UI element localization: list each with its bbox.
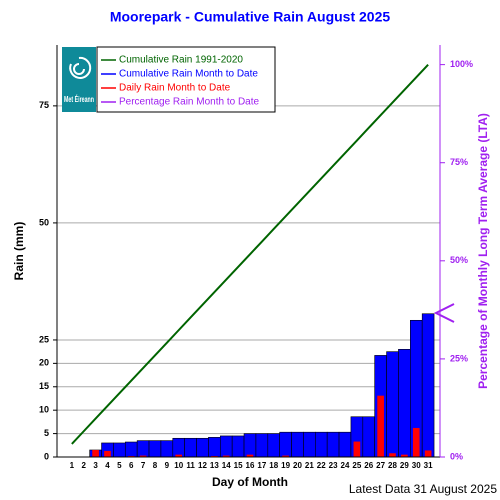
x-tick-label: 14 [222,461,231,470]
x-tick-label: 27 [376,461,385,470]
x-tick-label: 1 [70,461,75,470]
x-tick-label: 9 [165,461,170,470]
footer: Latest Data 31 August 2025 [349,482,497,496]
y-tick-label: 20 [39,358,49,368]
x-axis-label: Day of Month [212,475,288,489]
bar [362,416,375,458]
daily-bar [222,455,230,457]
x-tick-label: 3 [93,461,98,470]
y-tick-label: 0 [44,451,49,461]
bar [386,351,399,458]
bar [124,441,138,458]
x-tick-label: 12 [198,461,207,470]
daily-bar [412,427,420,457]
x-tick-label: 20 [293,461,302,470]
percentage-marker [433,303,455,323]
x-tick-label: 26 [364,461,373,470]
logo-swirl [69,56,92,79]
y-tick-label: 50 [39,217,49,227]
bar [398,349,411,458]
bar [255,433,269,458]
daily-bar [389,453,396,457]
bar [279,431,292,458]
x-tick-label: 10 [174,461,183,470]
bar [291,431,304,458]
daily-bar [353,441,361,457]
legend-label: Percentage Rain Month to Date [119,97,260,108]
daily-bar [139,455,147,457]
bar [113,442,126,458]
daily-bar [424,450,432,457]
y-tick-label: 75 [39,100,49,110]
y-tick-label: 5 [44,428,49,438]
x-tick-label: 13 [210,461,219,470]
bar [172,437,185,458]
daily-bar [282,455,289,457]
y2-tick-label: 25% [450,353,468,363]
y2-tick-label: 100% [450,59,473,69]
logo-text: Met Éireann [64,95,94,104]
x-tick-label: 6 [129,461,134,470]
normal-line [71,63,429,445]
bar [338,431,352,458]
chart-title: Moorepark - Cumulative Rain August 2025 [110,9,391,25]
bar [267,433,280,458]
y2-tick-label: 75% [450,157,468,167]
bar [243,433,257,458]
bar [208,437,221,458]
x-tick-label: 24 [341,461,350,470]
x-tick-label: 2 [81,461,86,470]
daily-bar [377,395,384,457]
x-tick-label: 30 [412,461,421,470]
x-tick-label: 17 [257,461,266,470]
bar [136,440,150,458]
daily-bar [246,454,254,457]
legend [96,46,276,113]
bar [421,313,435,458]
bar [315,431,328,458]
x-tick-label: 22 [317,461,326,470]
x-tick-label: 11 [186,461,195,470]
x-tick-label: 8 [153,461,158,470]
bar [326,431,340,458]
x-tick-label: 29 [400,461,409,470]
bar [196,437,209,458]
y-tick-label: 25 [39,334,49,344]
y-tick-label: 15 [39,381,49,391]
y-tick-label: 10 [39,405,49,415]
y2-tick-label: 50% [450,255,468,265]
daily-bar [175,454,183,457]
x-tick-label: 28 [388,461,397,470]
x-tick-label: 23 [329,461,338,470]
x-tick-label: 16 [246,461,255,470]
bar [184,437,197,458]
bar [160,440,174,458]
bar [303,431,316,458]
daily-bar [92,449,99,457]
daily-bar [401,454,408,457]
daily-bar [104,450,111,457]
y2-axis-label: Percentage of Monthly Long Term Average … [476,113,490,389]
bar [219,435,233,458]
x-tick-label: 15 [234,461,243,470]
bar [148,440,162,458]
legend-label: Cumulative Rain 1991-2020 [119,55,243,66]
x-tick-label: 31 [424,461,433,470]
legend-label: Cumulative Rain Month to Date [119,69,258,80]
y-axis-label: Rain (mm) [12,222,26,281]
bar [231,435,245,458]
x-tick-label: 25 [352,461,361,470]
legend-label: Daily Rain Month to Date [119,83,231,94]
x-tick-label: 5 [117,461,122,470]
x-tick-label: 21 [305,461,314,470]
x-tick-label: 19 [281,461,290,470]
x-tick-label: 4 [105,461,110,470]
y2-tick-label: 0% [450,451,463,461]
x-tick-label: 7 [141,461,146,470]
x-tick-label: 18 [269,461,278,470]
